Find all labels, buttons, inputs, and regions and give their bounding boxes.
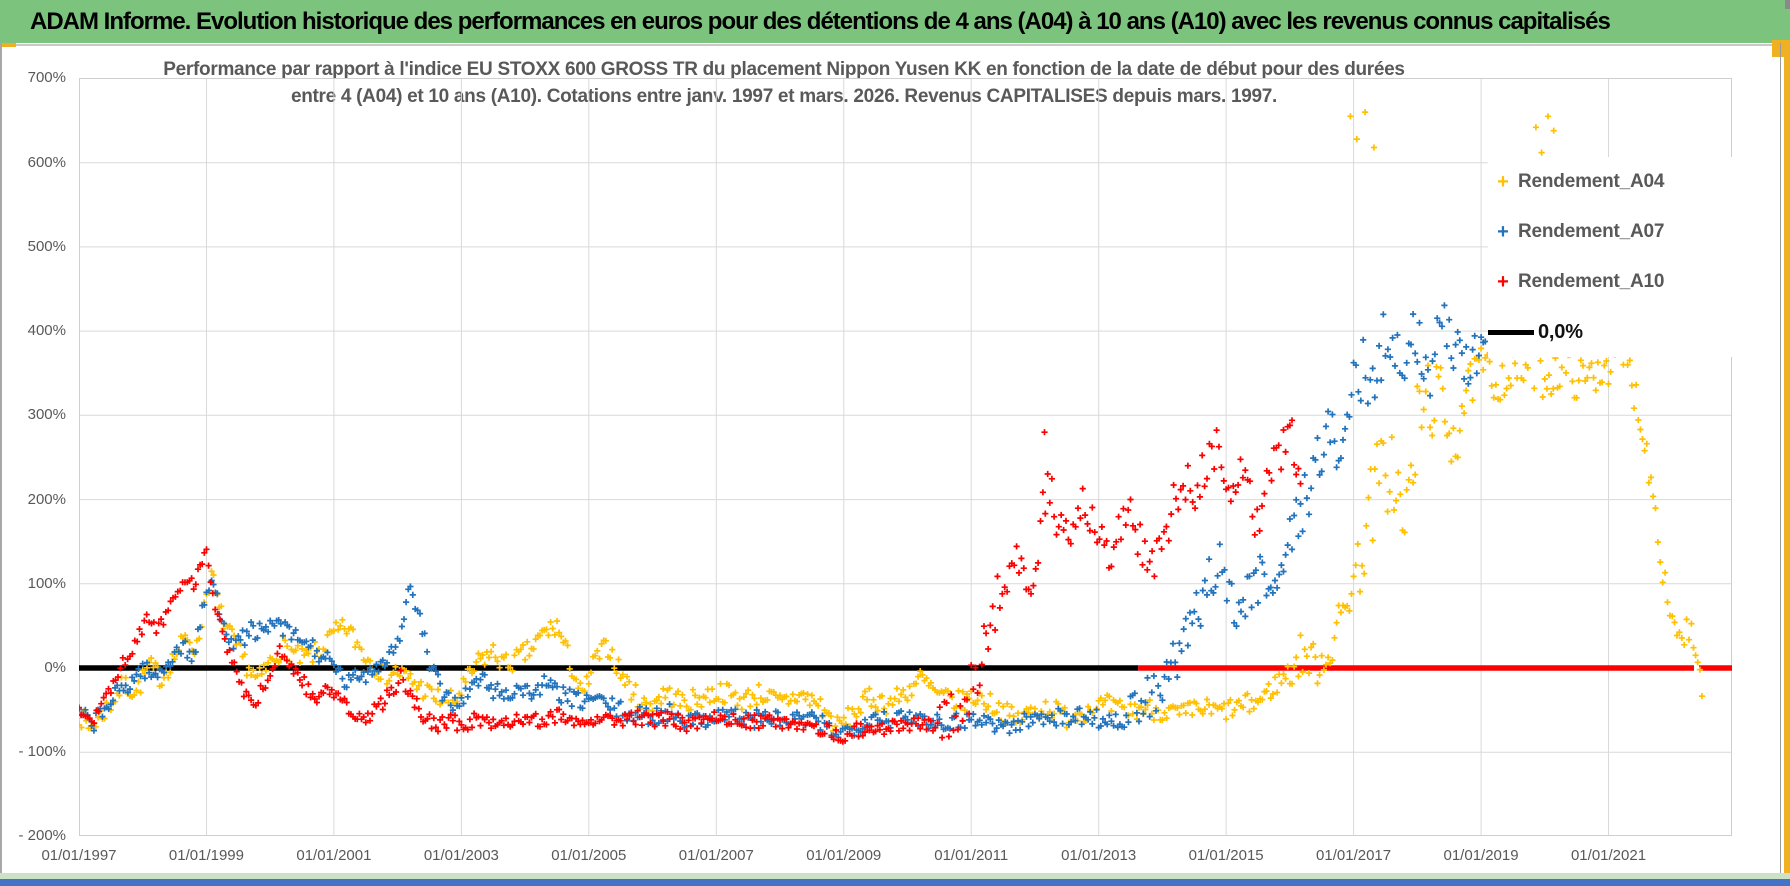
border-bottom-green	[0, 873, 1790, 879]
legend-item-rendement-a07[interactable]: + Rendement_A07	[1488, 207, 1744, 257]
x-tick-label: 01/01/1999	[168, 847, 244, 864]
series-Rendement_A10	[79, 417, 1304, 745]
x-tick-label: 01/01/2009	[806, 847, 882, 864]
chart-left-border	[0, 43, 2, 886]
report-header: ADAM Informe. Evolution historique des p…	[0, 0, 1790, 43]
x-tick-label: 01/01/2019	[1443, 847, 1519, 864]
legend-line-marker-icon	[1488, 329, 1534, 335]
header-underline-gold	[0, 43, 16, 47]
plot[interactable]	[79, 78, 1732, 836]
plot-border	[79, 78, 1732, 836]
legend-cross-marker-icon: +	[1497, 171, 1509, 193]
y-tick-label: 400%	[27, 322, 66, 340]
legend-label: Rendement_A07	[1518, 221, 1665, 242]
legend: + Rendement_A04 + Rendement_A07 + Rendement_A…	[1488, 157, 1744, 357]
legend-item-0-0-[interactable]: 0,0%	[1488, 307, 1744, 357]
report-title: ADAM Informe. Evolution historique des p…	[30, 7, 1611, 35]
y-tick-label: 700%	[27, 69, 66, 87]
x-tick-label: 01/01/1997	[41, 847, 117, 864]
legend-item-rendement-a10[interactable]: + Rendement_A10	[1488, 257, 1744, 307]
legend-cross-marker-icon: +	[1497, 271, 1509, 293]
border-right-gold	[1784, 43, 1790, 886]
legend-cross-marker-icon: +	[1497, 221, 1509, 243]
x-tick-label: 01/01/2003	[423, 847, 499, 864]
series-Rendement_A04	[79, 109, 1706, 735]
y-tick-label: 500%	[27, 237, 66, 255]
x-tick-label: 01/01/2005	[551, 847, 627, 864]
y-tick-label: 200%	[27, 490, 66, 508]
chart-title-line2: entre 4 (A04) et 10 ans (A10). Cotations…	[290, 86, 1278, 107]
x-tick-label: 01/01/2007	[678, 847, 754, 864]
y-tick-label: - 200%	[18, 827, 66, 845]
flat-zero-gap	[1694, 663, 1699, 673]
chart-title-line1: Performance par rapport à l'indice EU ST…	[163, 59, 1405, 80]
x-tick-label: 01/01/2011	[934, 847, 1009, 864]
legend-label: Rendement_A10	[1518, 271, 1665, 292]
legend-label: Rendement_A04	[1518, 171, 1665, 192]
border-bottom-blue	[0, 879, 1790, 886]
y-tick-label: 100%	[27, 574, 66, 592]
y-tick-label: 0%	[44, 659, 66, 676]
y-tick-label: - 100%	[18, 743, 66, 761]
x-tick-label: 01/01/2013	[1061, 847, 1137, 864]
x-tick-label: 01/01/2017	[1316, 847, 1392, 864]
chart-title: Performance par rapport à l'indice EU ST…	[79, 56, 1489, 110]
chart-right-border	[1780, 43, 1781, 876]
header-underline-gray	[16, 44, 1772, 46]
x-tick-label: 01/01/2001	[296, 847, 372, 864]
corner-notch	[1785, 0, 1790, 9]
x-tick-label: 01/01/2015	[1188, 847, 1264, 864]
legend-label: 0,0%	[1538, 320, 1583, 343]
y-tick-label: 600%	[27, 153, 66, 171]
legend-item-rendement-a04[interactable]: + Rendement_A04	[1488, 157, 1744, 207]
y-tick-label: 300%	[27, 406, 66, 424]
x-tick-label: 01/01/2021	[1570, 847, 1647, 864]
